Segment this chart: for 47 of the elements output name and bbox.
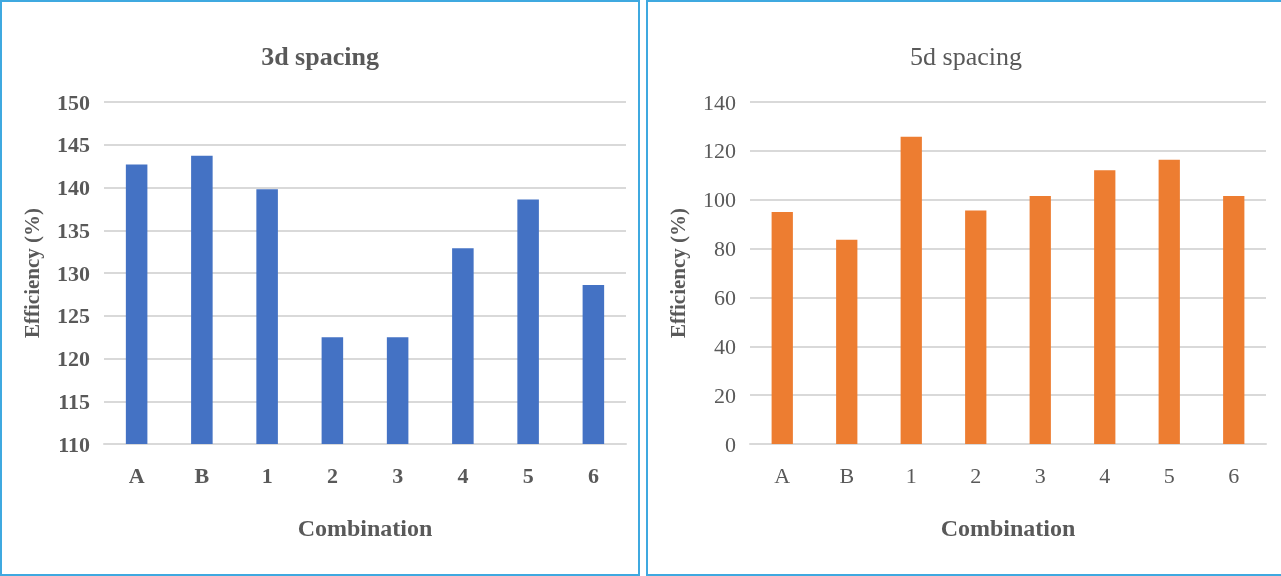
bar — [836, 239, 858, 444]
bar — [1029, 196, 1051, 444]
y-tick-label: 40 — [714, 333, 736, 359]
bar — [1094, 170, 1116, 444]
x-tick-label: B — [194, 462, 210, 488]
y-tick-label: 125 — [57, 303, 90, 329]
y-tick-label: 130 — [57, 260, 90, 286]
y-axis-title: Efficiency (%) — [19, 207, 44, 339]
y-tick-label: 120 — [57, 346, 90, 371]
y-tick-label: 115 — [58, 388, 90, 414]
x-tick-label: 6 — [587, 462, 599, 488]
bar — [1223, 196, 1245, 444]
x-tick-label: 2 — [326, 462, 338, 488]
x-tick-label: 1 — [905, 462, 917, 488]
y-tick-label: 145 — [57, 132, 90, 158]
y-tick-label: 120 — [703, 138, 736, 164]
y-tick-label: 140 — [57, 175, 90, 200]
y-tick-label: 135 — [57, 217, 90, 243]
x-axis-title: Combination — [940, 515, 1076, 541]
y-tick-label: 80 — [714, 236, 736, 262]
y-tick-label: 0 — [725, 431, 736, 457]
x-tick-label: B — [839, 462, 855, 488]
x-tick-label: A — [774, 462, 791, 488]
y-tick-label: 100 — [703, 187, 736, 213]
y-tick-label: 150 — [57, 89, 90, 115]
x-tick-label: 5 — [1163, 462, 1175, 488]
y-tick-label: 140 — [703, 89, 736, 115]
x-tick-label: 4 — [457, 462, 469, 488]
x-tick-label: 2 — [970, 462, 982, 488]
chart-title: 3d spacing — [261, 41, 379, 71]
x-tick-label: 3 — [1034, 462, 1046, 488]
x-tick-label: 1 — [261, 462, 273, 488]
bar — [771, 211, 793, 444]
chart-title: 5d spacing — [910, 41, 1022, 71]
y-tick-label: 110 — [58, 431, 90, 457]
bar — [965, 210, 987, 444]
bar — [1158, 159, 1180, 444]
y-axis-title: Efficiency (%) — [665, 207, 690, 339]
y-tick-label: 20 — [714, 382, 736, 408]
y-tick-label: 60 — [714, 284, 736, 310]
x-tick-label: 3 — [392, 462, 404, 488]
x-tick-label: A — [128, 462, 145, 488]
x-tick-label: 4 — [1099, 462, 1111, 488]
x-tick-label: 6 — [1228, 462, 1240, 488]
x-axis-title: Combination — [297, 515, 433, 541]
bar — [900, 136, 922, 444]
x-tick-label: 5 — [522, 462, 534, 488]
